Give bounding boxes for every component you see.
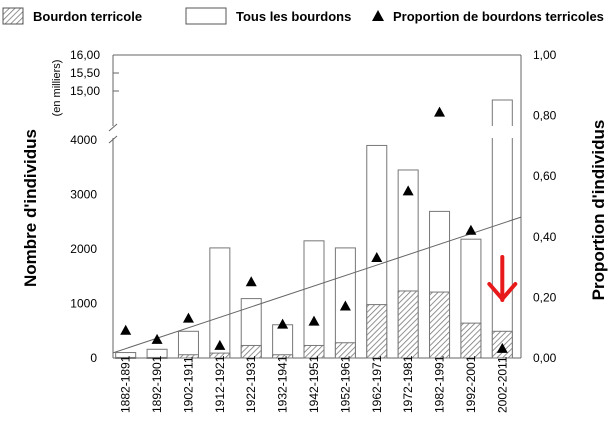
axis-break-mark (108, 135, 118, 144)
proportion-point (214, 339, 226, 350)
proportion-point (245, 276, 257, 287)
x-tick-label: 1952-1961 (338, 355, 352, 413)
bar-terricole (334, 342, 356, 359)
x-tick-label: 1932-1941 (276, 355, 290, 413)
x-tick-label: 1922-1931 (244, 355, 258, 413)
proportion-point (151, 333, 163, 344)
legend-triangle-icon (372, 10, 384, 21)
x-tick-label: 1902-1911 (181, 356, 195, 413)
x-tick-label: 1912-1921 (213, 355, 227, 413)
y-axis-title: Nombre d'individus (21, 129, 40, 287)
legend-label-proportion: Proportion de bourdons terricoles (393, 9, 604, 24)
y2-tick-label: 0,20 (533, 290, 557, 304)
bar-total (491, 99, 513, 359)
red-arrow-head-icon (487, 282, 518, 301)
proportion-point (339, 300, 351, 311)
y2-tick-label: 0,00 (533, 351, 557, 365)
y-tick-label: 3000 (70, 188, 97, 202)
y-tick-label: 15,50 (70, 66, 100, 80)
bar-terricole (115, 356, 137, 359)
y2-tick-label: 0,60 (533, 169, 557, 183)
bar-total (177, 330, 199, 359)
proportion-point (308, 315, 320, 326)
y-tick-label: 2000 (70, 242, 97, 256)
bar-terricole (397, 290, 419, 359)
bar-terricole (303, 344, 325, 359)
y2-tick-label: 1,00 (533, 48, 557, 62)
x-tick-label: 1972-1981 (401, 355, 415, 413)
x-tick-label: 1992-2001 (464, 355, 478, 413)
axis-break-mark (108, 123, 118, 132)
y-tick-label: 4000 (70, 133, 97, 147)
x-tick-label: 1962-1971 (370, 355, 384, 413)
bar-terricole (429, 291, 451, 359)
bar-terricole (146, 356, 168, 359)
x-tick-label: 1982-1991 (433, 355, 447, 413)
y2-tick-label: 0,40 (533, 230, 557, 244)
proportion-point (277, 318, 289, 329)
legend-label-tous: Tous les bourdons (236, 9, 351, 24)
proportion-point (465, 224, 477, 235)
bar-terricole (240, 344, 262, 359)
legend-label-terricole: Bourdon terricole (33, 9, 142, 24)
y2-tick-label: 0,80 (533, 109, 557, 123)
plot-area: 0 1000 2000 3000 4000 15,00 15,50 16,00 0,00 0,20… (70, 48, 557, 413)
bar-break-gap (491, 126, 514, 138)
bar-total (303, 240, 325, 359)
bar-terricole (366, 304, 388, 359)
bar-terricole (177, 354, 199, 359)
y-tick-label: 16,00 (70, 48, 100, 62)
proportion-point (434, 106, 446, 117)
x-tick-label: 1882-1891 (119, 355, 133, 413)
bar-terricole (272, 354, 294, 359)
y-axis-upper-unit: (en milliers) (51, 60, 63, 117)
bar-terricole (460, 322, 482, 359)
y-tick-label: 0 (90, 351, 97, 365)
bar-total (272, 324, 294, 359)
legend-swatch-tous (185, 7, 227, 25)
y-tick-label: 1000 (70, 297, 97, 311)
proportion-point (402, 185, 414, 196)
trend-line (112, 216, 522, 354)
y2-axis-title: Proportion d'individus (589, 120, 608, 301)
proportion-point (496, 342, 508, 353)
legend-swatch-terricole (2, 7, 24, 25)
proportion-point (120, 324, 132, 335)
y-tick-label: 15,00 (70, 84, 100, 98)
x-tick-label: 1892-1901 (150, 355, 164, 413)
proportion-point (182, 312, 194, 323)
proportion-point (371, 252, 383, 263)
legend: Bourdon terricole Tous les bourdons Prop… (2, 7, 604, 25)
bar-terricole (209, 352, 231, 359)
x-tick-label: 2002-2011 (495, 356, 509, 413)
x-tick-label: 1942-1951 (307, 355, 321, 413)
